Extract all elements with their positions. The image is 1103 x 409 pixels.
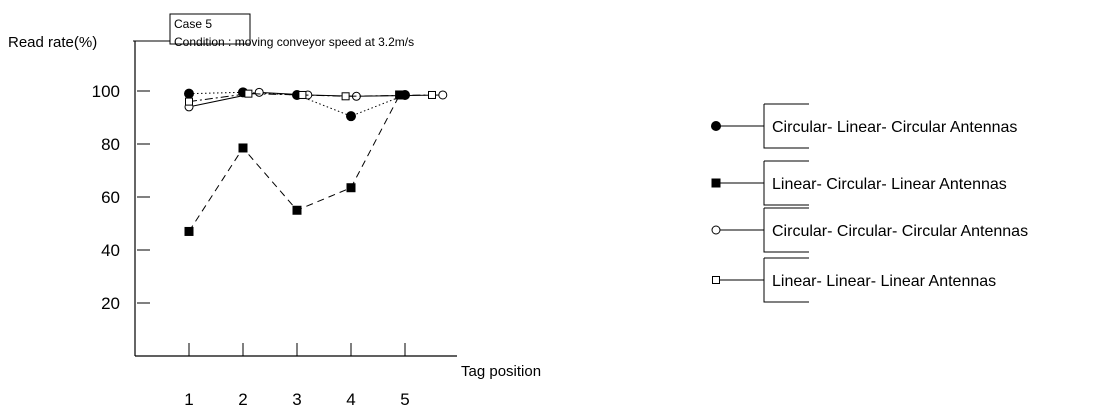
series-filled-square bbox=[184, 90, 405, 236]
data-point bbox=[292, 205, 302, 215]
data-point bbox=[428, 90, 436, 99]
annotation-box: Case 5 Condition : moving conveyor speed… bbox=[169, 13, 414, 49]
y-tick-label: 80 bbox=[101, 135, 120, 154]
x-ticks: 1 2 3 4 5 bbox=[184, 343, 410, 409]
y-tick-label: 60 bbox=[101, 188, 120, 207]
legend-item: Linear- Linear- Linear Antennas bbox=[712, 257, 996, 303]
data-point bbox=[184, 226, 194, 236]
x-axis-label: Tag position bbox=[461, 363, 541, 380]
legend-marker bbox=[711, 121, 721, 131]
legend-label: Linear- Circular- Linear Antennas bbox=[772, 176, 1007, 193]
data-point bbox=[238, 143, 248, 153]
annotation-case: Case 5 bbox=[174, 17, 212, 31]
y-ticks: 20 40 60 80 100 bbox=[92, 82, 150, 313]
data-point bbox=[244, 89, 253, 98]
legend-bracket bbox=[763, 207, 809, 253]
series-open-square bbox=[185, 89, 436, 106]
data-point bbox=[438, 90, 448, 100]
data-point bbox=[298, 90, 307, 99]
series-layer bbox=[184, 87, 448, 236]
x-tick-label: 1 bbox=[184, 390, 193, 409]
data-point bbox=[185, 97, 193, 106]
data-point bbox=[341, 92, 350, 101]
y-tick-label: 20 bbox=[101, 294, 120, 313]
legend-label: Circular- Linear- Circular Antennas bbox=[772, 119, 1017, 136]
y-axis-label: Read rate(%) bbox=[8, 34, 97, 51]
legend-bracket bbox=[763, 160, 809, 206]
x-tick-label: 5 bbox=[400, 390, 409, 409]
legend-item: Circular- Linear- Circular Antennas bbox=[711, 103, 1017, 149]
x-tick-label: 3 bbox=[292, 390, 301, 409]
legend-bracket bbox=[763, 257, 809, 303]
annotation-condition: Condition : moving conveyor speed at 3.2… bbox=[174, 35, 414, 49]
legend-label: Circular- Circular- Circular Antennas bbox=[772, 223, 1028, 240]
data-point bbox=[254, 87, 264, 97]
data-point bbox=[346, 111, 356, 122]
legend-item: Circular- Circular- Circular Antennas bbox=[711, 207, 1028, 253]
data-point bbox=[346, 183, 356, 193]
y-tick-label: 100 bbox=[92, 82, 120, 101]
data-point bbox=[184, 88, 194, 99]
series-filled-circle bbox=[184, 87, 410, 122]
legend: Circular- Linear- Circular Antennas Linea… bbox=[711, 103, 1028, 303]
y-tick-label: 40 bbox=[101, 241, 120, 260]
legend-item: Linear- Circular- Linear Antennas bbox=[711, 160, 1007, 206]
legend-marker bbox=[712, 276, 720, 284]
legend-marker bbox=[711, 178, 721, 188]
x-tick-label: 4 bbox=[346, 390, 355, 409]
legend-bracket bbox=[763, 103, 809, 149]
x-tick-label: 2 bbox=[238, 390, 247, 409]
legend-marker bbox=[711, 225, 721, 235]
legend-label: Linear- Linear- Linear Antennas bbox=[772, 273, 996, 290]
